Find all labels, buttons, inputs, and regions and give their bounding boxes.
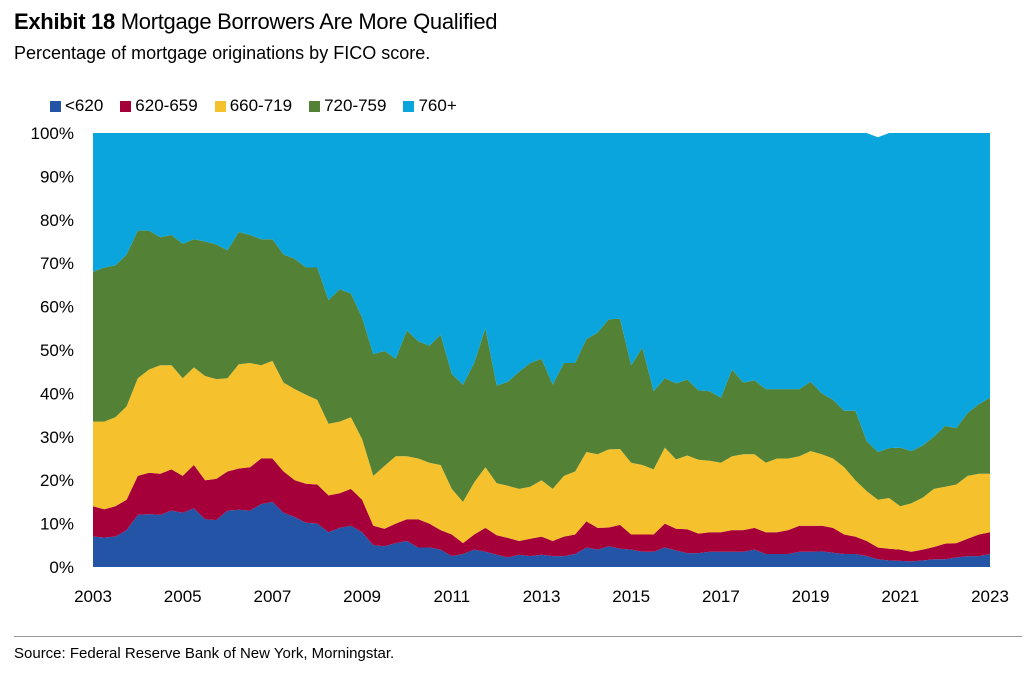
area-series-2	[93, 458, 990, 562]
y-tick-label: 100%	[31, 124, 74, 143]
chart-subtitle: Percentage of mortgage originations by F…	[14, 43, 431, 63]
x-tick-label: 2003	[74, 587, 112, 606]
y-tick-label: 50%	[40, 341, 74, 360]
area-series-1	[93, 501, 990, 567]
y-tick-label: 20%	[40, 471, 74, 490]
chart-title: Exhibit 18 Mortgage Borrowers Are More Q…	[14, 9, 498, 35]
area-series-3	[93, 360, 990, 552]
y-tick-label: 70%	[40, 254, 74, 273]
y-tick-label: 30%	[40, 428, 74, 447]
legend-label: 620-659	[135, 96, 198, 115]
legend-item: <620	[50, 96, 103, 116]
x-tick-label: 2021	[881, 587, 919, 606]
y-tick-label: 60%	[40, 298, 74, 317]
y-tick-label: 90%	[40, 167, 74, 186]
x-tick-label: 2017	[702, 587, 740, 606]
legend-swatch	[309, 100, 321, 112]
x-tick-label: 2015	[612, 587, 650, 606]
legend-label: <620	[65, 96, 104, 115]
area-chart: 0% 10% 20% 30% 40% 50% 60% 70% 80% 90% 100% 2003 200…	[31, 124, 1009, 606]
exhibit-number: Exhibit 18	[14, 9, 115, 34]
legend-swatch	[50, 100, 61, 112]
divider	[14, 636, 1022, 637]
legend-label: 660-719	[229, 96, 293, 115]
title-text: Mortgage Borrowers Are More Qualified	[120, 9, 498, 34]
source-note: Source: Federal Reserve Bank of New York…	[14, 645, 395, 662]
area-series-4	[93, 230, 990, 507]
x-tick-label: 2023	[971, 587, 1009, 606]
x-tick-label: 2007	[253, 587, 291, 606]
legend-item: 720-759	[309, 96, 386, 116]
legend-item: 620-659	[120, 96, 198, 116]
legend-item: 760+	[403, 96, 457, 116]
legend-swatch	[403, 100, 415, 112]
y-tick-label: 0%	[49, 558, 74, 577]
legend-item: 660-719	[214, 96, 293, 116]
area-series-5	[93, 133, 990, 452]
y-tick-label: 10%	[40, 515, 74, 534]
y-tick-label: 80%	[40, 211, 74, 230]
x-tick-label: 2019	[792, 587, 830, 606]
legend-label: 720-759	[324, 96, 387, 115]
legend-swatch	[214, 100, 226, 112]
x-tick-label: 2009	[343, 587, 381, 606]
chart-legend: <620 620-659 660-719 720-759 760+	[50, 96, 457, 116]
x-tick-label: 2013	[523, 587, 561, 606]
x-tick-label: 2011	[434, 587, 471, 606]
x-tick-label: 2005	[164, 587, 202, 606]
legend-swatch	[120, 100, 132, 112]
y-tick-label: 40%	[40, 384, 74, 403]
legend-label: 760+	[418, 96, 457, 115]
